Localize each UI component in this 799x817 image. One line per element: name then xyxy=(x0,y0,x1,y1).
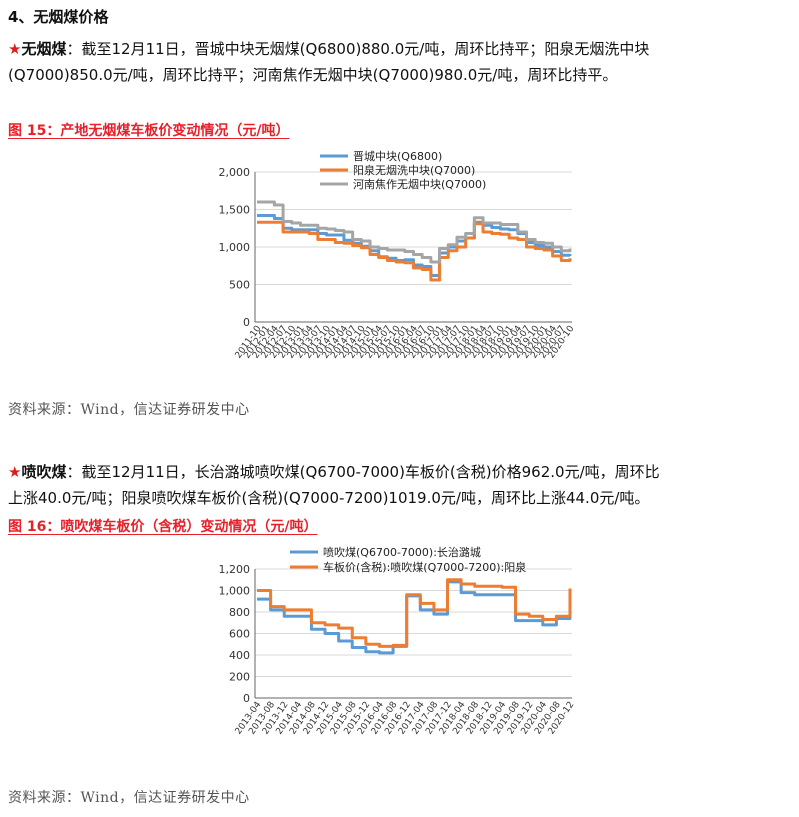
legend-label: 阳泉无烟洗中块(Q7000) xyxy=(353,163,475,177)
series-line-3 xyxy=(257,200,572,264)
series-line-2 xyxy=(257,578,572,648)
legend-label: 晋城中块(Q6800) xyxy=(353,150,442,163)
injection-colon: ： xyxy=(66,463,82,481)
section-heading: 4、无烟煤价格 xyxy=(8,8,109,26)
figure15-source: 资料来源：Wind，信达证券研发中心 xyxy=(8,402,250,418)
y-tick-label: 800 xyxy=(229,606,250,619)
figure15-chart: 05001,0001,5002,0002011-102012-012012-04… xyxy=(219,150,577,361)
y-tick-label: 400 xyxy=(229,649,250,662)
anthracite-text-line1: 截至12月11日，晋城中块无烟煤(Q6800)880.0元/吨，周环比持平；阳泉… xyxy=(81,40,650,58)
figure16-chart: 02004006008001,0001,2002013-042013-08201… xyxy=(219,545,577,737)
star-icon: ★ xyxy=(8,40,22,58)
figure15-title: 图 15：产地无烟煤车板价变动情况（元/吨） xyxy=(8,123,290,139)
y-tick-label: 0 xyxy=(243,692,250,705)
y-tick-label: 500 xyxy=(229,279,250,292)
injection-text-line1: 截至12月11日，长治潞城喷吹煤(Q6700-7000)车板价(含税)价格962… xyxy=(81,463,660,481)
injection-lead: 喷吹煤 xyxy=(21,463,67,481)
y-tick-label: 1,500 xyxy=(219,204,251,217)
y-tick-label: 1,000 xyxy=(219,585,251,598)
legend-label: 车板价(含税):喷吹煤(Q7000-7200):阳泉 xyxy=(323,560,526,574)
series-line-1 xyxy=(257,580,572,655)
anthracite-paragraph: ★无烟煤：截至12月11日，晋城中块无烟煤(Q6800)880.0元/吨，周环比… xyxy=(8,36,793,88)
y-tick-label: 600 xyxy=(229,628,250,641)
y-tick-label: 0 xyxy=(243,316,250,329)
y-tick-label: 200 xyxy=(229,671,250,684)
anthracite-text-line2: (Q7000)850.0元/吨，周环比持平；河南焦作无烟中块(Q7000)980… xyxy=(8,66,618,84)
anthracite-lead: 无烟煤 xyxy=(21,40,67,58)
legend-label: 喷吹煤(Q6700-7000):长治潞城 xyxy=(323,545,481,559)
star-icon: ★ xyxy=(8,463,22,481)
figure16-title: 图 16：喷吹煤车板价（含税）变动情况（元/吨） xyxy=(8,519,318,535)
y-tick-label: 1,000 xyxy=(219,241,251,254)
anthracite-colon: ： xyxy=(66,40,82,58)
figure16-source: 资料来源：Wind，信达证券研发中心 xyxy=(8,790,250,806)
injection-text-line2: 上涨40.0元/吨；阳泉喷吹煤车板价(含税)(Q7000-7200)1019.0… xyxy=(8,489,650,507)
injection-paragraph: ★喷吹煤：截至12月11日，长治潞城喷吹煤(Q6700-7000)车板价(含税)… xyxy=(8,459,793,511)
y-tick-label: 1,200 xyxy=(219,563,251,576)
legend-label: 河南焦作无烟中块(Q7000) xyxy=(353,177,486,191)
y-tick-label: 2,000 xyxy=(219,166,251,179)
